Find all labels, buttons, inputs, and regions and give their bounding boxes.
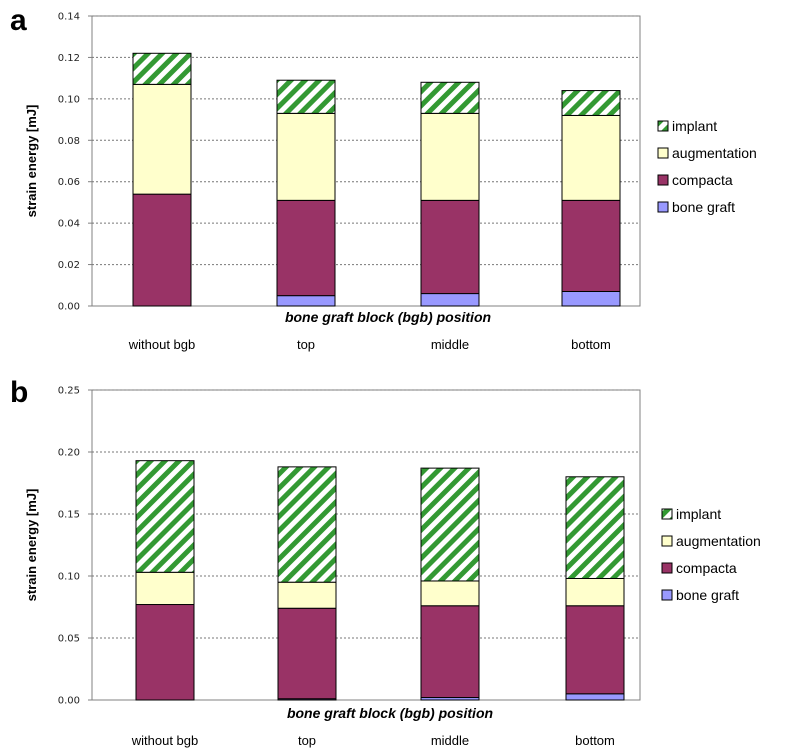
legend-label: implant [672, 118, 717, 134]
bar-compacta-bottom [561, 199, 621, 293]
legend-label: bone graft [676, 587, 739, 603]
y-tick-label: 0.05 [58, 634, 80, 645]
bar-augmentation-without-bgb [135, 571, 195, 606]
bar-compacta-top [276, 199, 336, 297]
bar-bone-graft-top [276, 295, 336, 307]
x-axis-title: bone graft block (bgb) position [287, 705, 493, 721]
bar-implant-without-bgb [132, 52, 192, 85]
legend-swatch [661, 508, 673, 520]
bar-compacta-without-bgb [135, 604, 195, 701]
bar-bone-graft-bottom [565, 693, 625, 701]
panel-letter-a: a [10, 4, 27, 37]
y-tick-label: 0.12 [58, 53, 80, 64]
legend-swatch [657, 201, 669, 213]
legend-swatch [657, 174, 669, 186]
legend-swatch [661, 589, 673, 601]
x-category-label: without bgb [131, 733, 199, 748]
legend-label: compacta [672, 172, 733, 188]
bar-augmentation-middle [420, 112, 480, 201]
bar-implant-top [276, 79, 336, 114]
y-tick-label: 0.00 [58, 302, 80, 313]
bar-implant-bottom [561, 90, 621, 116]
y-tick-label: 0.14 [58, 12, 80, 23]
bar-augmentation-top [277, 581, 337, 609]
bar-implant-bottom [565, 476, 625, 579]
panel-letter-b: b [10, 376, 28, 409]
chart-panel-a: 0.00 0.02 0.04 0.06 0.08 0.10 0.12 0.14 without … [24, 12, 757, 353]
bar-compacta-top [277, 607, 337, 700]
y-tick-label: 0.02 [58, 260, 80, 271]
y-axis-title: strain energy [mJ] [24, 105, 39, 218]
x-category-label: middle [431, 733, 469, 748]
legend-label: augmentation [676, 533, 761, 549]
bar-implant-middle [420, 467, 480, 582]
bar-implant-without-bgb [135, 460, 195, 573]
y-tick-label: 0.04 [58, 219, 80, 230]
y-tick-label: 0.00 [58, 696, 80, 707]
bar-compacta-middle [420, 605, 480, 699]
y-tick-label: 0.10 [58, 94, 80, 105]
bar-implant-top [277, 466, 337, 583]
y-tick-label: 0.20 [58, 448, 80, 459]
bar-bone-graft-bottom [561, 291, 621, 307]
legend-label: compacta [676, 560, 737, 576]
legend-label: implant [676, 506, 721, 522]
bar-augmentation-without-bgb [132, 83, 192, 195]
legend-swatch [657, 120, 669, 132]
bar-compacta-bottom [565, 605, 625, 695]
chart-panel-b: 0.00 0.05 0.10 0.15 0.20 0.25 without bgb top mi… [24, 386, 761, 749]
x-category-label: without bgb [128, 337, 196, 352]
legend-swatch [661, 535, 673, 547]
bar-augmentation-bottom [561, 114, 621, 201]
x-category-label: top [297, 337, 315, 352]
legend-swatch [657, 147, 669, 159]
bar-bone-graft-middle [420, 293, 480, 307]
y-tick-label: 0.10 [58, 572, 80, 583]
x-category-label: bottom [575, 733, 615, 748]
y-tick-label: 0.08 [58, 136, 80, 147]
bar-augmentation-middle [420, 580, 480, 607]
bar-augmentation-bottom [565, 577, 625, 607]
legend-label: bone graft [672, 199, 735, 215]
x-category-label: middle [431, 337, 469, 352]
bar-implant-middle [420, 81, 480, 114]
x-category-label: bottom [571, 337, 611, 352]
bar-augmentation-top [276, 112, 336, 201]
legend-label: augmentation [672, 145, 757, 161]
y-tick-label: 0.06 [58, 177, 80, 188]
bar-compacta-without-bgb [132, 193, 192, 307]
legend-swatch [661, 562, 673, 574]
y-axis-title: strain energy [mJ] [24, 489, 39, 602]
x-axis-title: bone graft block (bgb) position [285, 309, 491, 325]
y-tick-label: 0.15 [58, 510, 80, 521]
x-category-label: top [298, 733, 316, 748]
bar-compacta-middle [420, 199, 480, 295]
y-tick-label: 0.25 [58, 386, 80, 397]
